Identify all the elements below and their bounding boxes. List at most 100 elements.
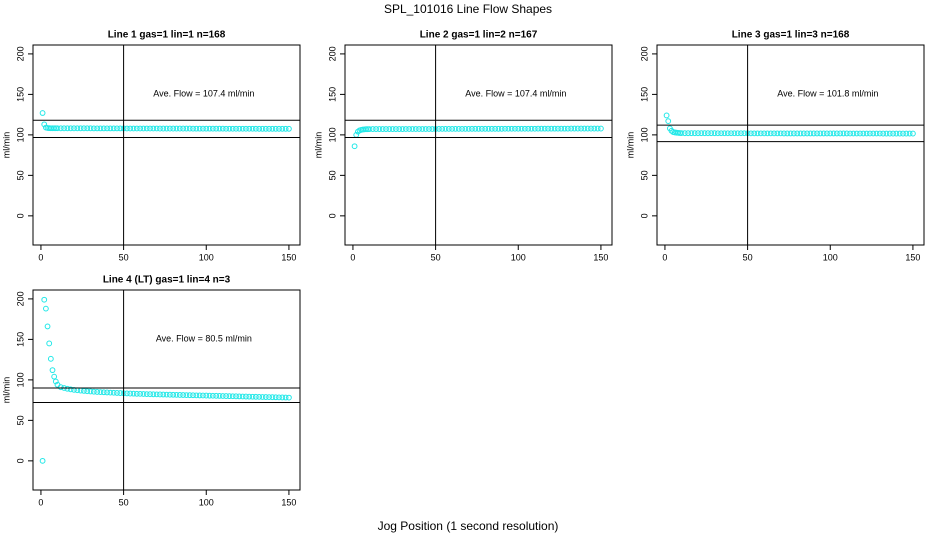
point <box>738 130 744 137</box>
point <box>229 125 236 132</box>
point <box>57 125 64 132</box>
point <box>598 125 604 132</box>
point <box>515 125 522 132</box>
point <box>97 125 104 132</box>
point <box>665 118 672 125</box>
point <box>840 130 847 137</box>
point <box>67 386 74 393</box>
point <box>157 391 163 398</box>
point <box>594 125 601 132</box>
point <box>176 125 183 132</box>
annotation: Ave. Flow = 107.4 ml/min <box>153 88 254 98</box>
x-tick-label: 100 <box>823 252 838 262</box>
point <box>150 125 157 132</box>
point <box>282 125 289 132</box>
y-tick-label: 200 <box>327 46 337 61</box>
x-tick-label: 100 <box>199 252 214 262</box>
point <box>52 378 59 385</box>
point <box>49 367 56 374</box>
point <box>44 323 51 330</box>
point <box>206 125 213 132</box>
x-tick-label: 100 <box>199 497 214 507</box>
point <box>259 394 266 400</box>
point <box>817 130 824 137</box>
point <box>100 389 107 396</box>
point <box>830 130 837 137</box>
point <box>472 125 479 132</box>
point <box>246 125 253 132</box>
point <box>223 393 229 399</box>
point <box>688 130 695 137</box>
point <box>166 125 173 132</box>
y-tick-label: 100 <box>639 127 649 142</box>
point <box>386 126 393 132</box>
point <box>505 125 512 132</box>
point <box>482 125 489 132</box>
point <box>41 121 48 128</box>
point <box>843 130 850 137</box>
y-tick-label: 100 <box>15 127 25 142</box>
point <box>724 130 731 137</box>
point <box>584 125 591 132</box>
point <box>117 390 124 396</box>
point <box>140 391 147 397</box>
plot-frame <box>344 44 613 246</box>
point <box>396 126 403 132</box>
panel-title: Line 4 (LT) gas=1 lin=4 n=3 <box>103 275 231 286</box>
point <box>754 130 761 137</box>
point <box>226 393 233 400</box>
x-axis-label: Jog Position (1 second resolution) <box>378 519 559 533</box>
point <box>478 125 485 132</box>
point <box>160 391 167 398</box>
point <box>186 392 193 399</box>
annotation: Ave. Flow = 101.8 ml/min <box>777 88 878 98</box>
point <box>578 125 584 132</box>
point <box>591 125 598 132</box>
point <box>256 125 263 132</box>
annotation: Ave. Flow = 107.4 ml/min <box>465 88 566 98</box>
point <box>419 126 426 132</box>
point <box>279 394 286 401</box>
point <box>229 393 236 400</box>
point <box>767 130 774 137</box>
point <box>124 125 130 132</box>
y-tick-label: 0 <box>327 213 337 218</box>
y-tick-label: 0 <box>15 213 25 218</box>
y-tick-label: 200 <box>15 291 25 306</box>
point <box>200 392 206 399</box>
point <box>219 125 226 132</box>
point <box>711 130 718 137</box>
point <box>827 130 834 137</box>
y-tick-label: 150 <box>15 332 25 347</box>
x-tick-label: 150 <box>281 497 296 507</box>
point <box>71 125 77 132</box>
point <box>538 125 545 132</box>
point <box>561 125 568 132</box>
point <box>41 296 48 303</box>
point <box>137 125 144 132</box>
x-tick-label: 0 <box>350 252 355 262</box>
point <box>200 125 206 132</box>
point <box>701 130 708 137</box>
point <box>459 125 465 132</box>
point <box>127 125 134 132</box>
plot-frame <box>656 44 925 246</box>
point <box>774 130 781 137</box>
point <box>173 125 180 132</box>
point <box>97 389 104 396</box>
point <box>209 125 216 132</box>
point <box>84 388 91 395</box>
point <box>525 125 532 132</box>
point <box>213 392 220 399</box>
point <box>282 394 289 401</box>
point <box>233 125 239 132</box>
x-tick-label: 50 <box>743 252 753 262</box>
x-tick-label: 0 <box>38 497 43 507</box>
point <box>860 130 867 137</box>
point <box>196 392 203 399</box>
point <box>508 125 515 132</box>
point <box>422 126 429 132</box>
point <box>741 130 748 137</box>
point <box>67 125 74 132</box>
